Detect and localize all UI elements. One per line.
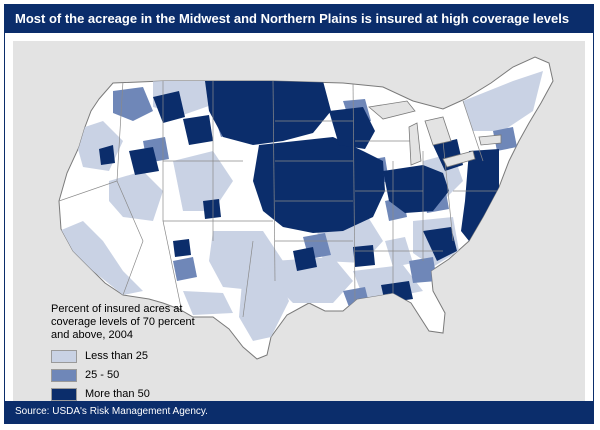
map-legend: Percent of insured acres at coverage lev… [51,303,251,405]
legend-title: Percent of insured acres at coverage lev… [51,303,251,342]
legend-label-less-than-25: Less than 25 [85,350,148,362]
state-borders [59,80,503,318]
figure-frame: Most of the acreage in the Midwest and N… [4,4,594,424]
legend-item-25-50: 25 - 50 [51,367,251,383]
legend-title-line-1: Percent of insured acres at [51,303,183,315]
figure-title: Most of the acreage in the Midwest and N… [5,5,593,33]
great-lakes [368,100,502,168]
map-panel: Percent of insured acres at coverage lev… [13,41,585,403]
legend-swatch-25-50 [51,368,77,382]
legend-item-more-than-50: More than 50 [51,386,251,402]
legend-item-less-than-25: Less than 25 [51,348,251,364]
legend-swatch-more-than-50 [51,387,77,401]
legend-swatch-less-than-25 [51,349,77,363]
us-county-map [58,56,554,360]
legend-title-line-2: coverage levels of 70 percent [51,316,195,328]
legend-label-25-50: 25 - 50 [85,369,120,381]
legend-title-line-3: and above, 2004 [51,329,133,341]
legend-label-more-than-50: More than 50 [85,388,150,400]
source-note: Source: USDA's Risk Management Agency. [5,401,593,423]
